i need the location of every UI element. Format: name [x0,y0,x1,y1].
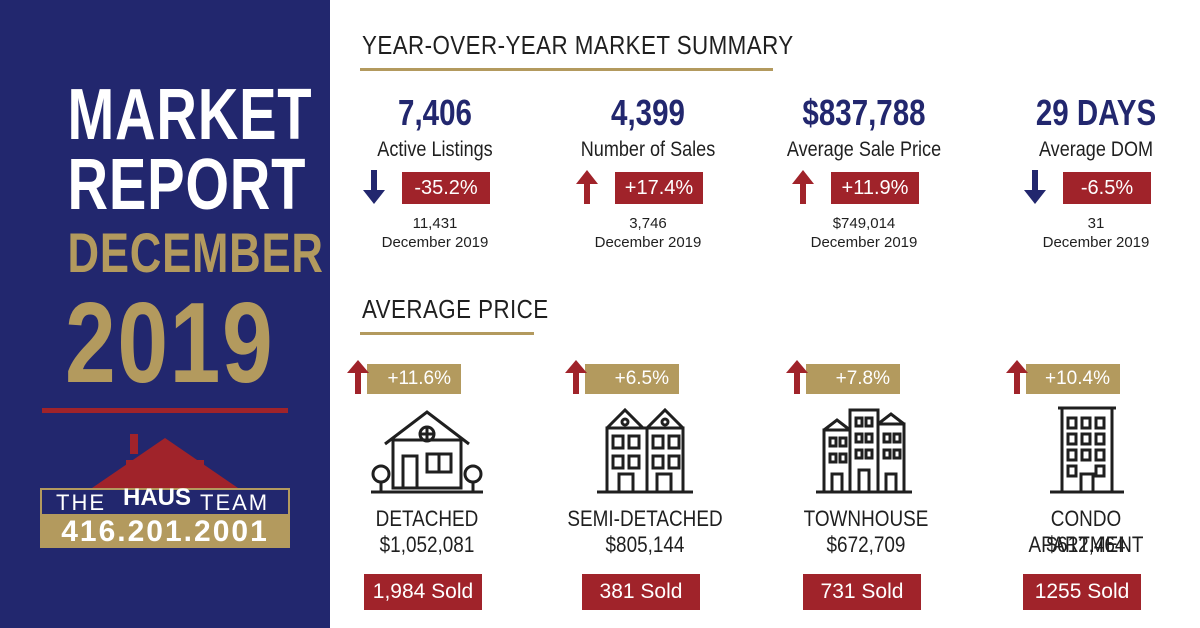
property-type-price: $1,052,081 [379,532,475,557]
sold-count-badge: 1,984 Sold [364,574,482,610]
stat-label: Number of Sales [580,138,716,161]
stat-previous: 31 December 2019 [996,214,1196,252]
divider [42,408,288,413]
average-price-title: AVERAGE PRICE [362,294,549,324]
sold-count-badge: 731 Sold [803,574,921,610]
arrow-up-icon [565,360,587,394]
property-type-name: SEMI-DETACHED [567,506,723,531]
house-roof-icon [92,434,238,490]
left-panel: MARKET REPORT DECEMBER 2019 THE HAUS TEA… [0,0,330,628]
stat-value: 7,406 [398,92,472,133]
report-title-line2: REPORT [67,145,307,225]
stat-previous: 11,431 December 2019 [335,214,535,252]
stat-label: Average Sale Price [786,138,942,161]
arrow-up-icon [1006,360,1028,394]
average-price-title-rule [360,332,534,335]
arrow-down-icon [1024,170,1046,204]
stat-previous-period: December 2019 [594,234,702,251]
property-type-name: TOWNHOUSE [803,506,929,531]
logo-haus: HAUS [122,484,191,511]
property-type-price: $805,144 [605,532,685,557]
arrow-up-icon [347,360,369,394]
stat-previous-period: December 2019 [381,234,489,251]
report-title-line1: MARKET [67,75,313,155]
phone-number: 416.201.2001 [40,516,290,548]
haus-team-logo: THE HAUS TEAM 416.201.2001 [40,430,290,550]
sold-count-badge: 381 Sold [582,574,700,610]
stat-value: 4,399 [611,92,685,133]
stat-value: 29 DAYS [1035,92,1157,133]
stat-previous-value: 3,746 [629,215,667,232]
stat-label: Average DOM [1038,138,1154,161]
price-change-badge: +10.4% [1026,364,1120,394]
logo-team: TEAM [200,490,270,515]
stat-previous: $749,014 December 2019 [764,214,964,252]
property-type-price: $612,464 [1046,532,1126,557]
arrow-up-icon [576,170,598,204]
stat-label: Active Listings [377,138,493,161]
logo-the: THE [56,490,106,515]
stat-previous-value: 31 [1087,215,1105,232]
property-type-name: CONDO APARTMENT [1028,506,1144,557]
stat-change-badge: -6.5% [1063,172,1151,204]
stat-previous-value: $749,014 [832,215,896,232]
summary-title-rule [360,68,773,71]
stat-change-badge: +11.9% [831,172,919,204]
sold-count-badge: 1255 Sold [1023,574,1141,610]
stat-previous-period: December 2019 [1042,234,1150,251]
property-type-price: $672,709 [826,532,906,557]
price-change-badge: +11.6% [367,364,461,394]
arrow-down-icon [363,170,385,204]
summary-title: YEAR-OVER-YEAR MARKET SUMMARY [362,30,794,60]
arrow-up-icon [792,170,814,204]
stat-value: $837,788 [802,92,926,133]
report-year: 2019 [65,280,275,407]
stat-previous-value: 11,431 [412,215,458,232]
stat-previous: 3,746 December 2019 [548,214,748,252]
property-type-name: DETACHED [375,506,479,531]
condo-icon [1050,406,1124,494]
arrow-up-icon [786,360,808,394]
semi-detached-icon [597,407,693,494]
logo-bar [40,488,290,516]
stat-change-badge: +17.4% [615,172,703,204]
detached-house-icon [371,410,483,494]
report-month: DECEMBER [67,221,324,284]
price-change-badge: +7.8% [806,364,900,394]
price-change-badge: +6.5% [585,364,679,394]
stat-change-badge: -35.2% [402,172,490,204]
townhouse-icon [816,408,912,494]
stat-previous-period: December 2019 [810,234,918,251]
